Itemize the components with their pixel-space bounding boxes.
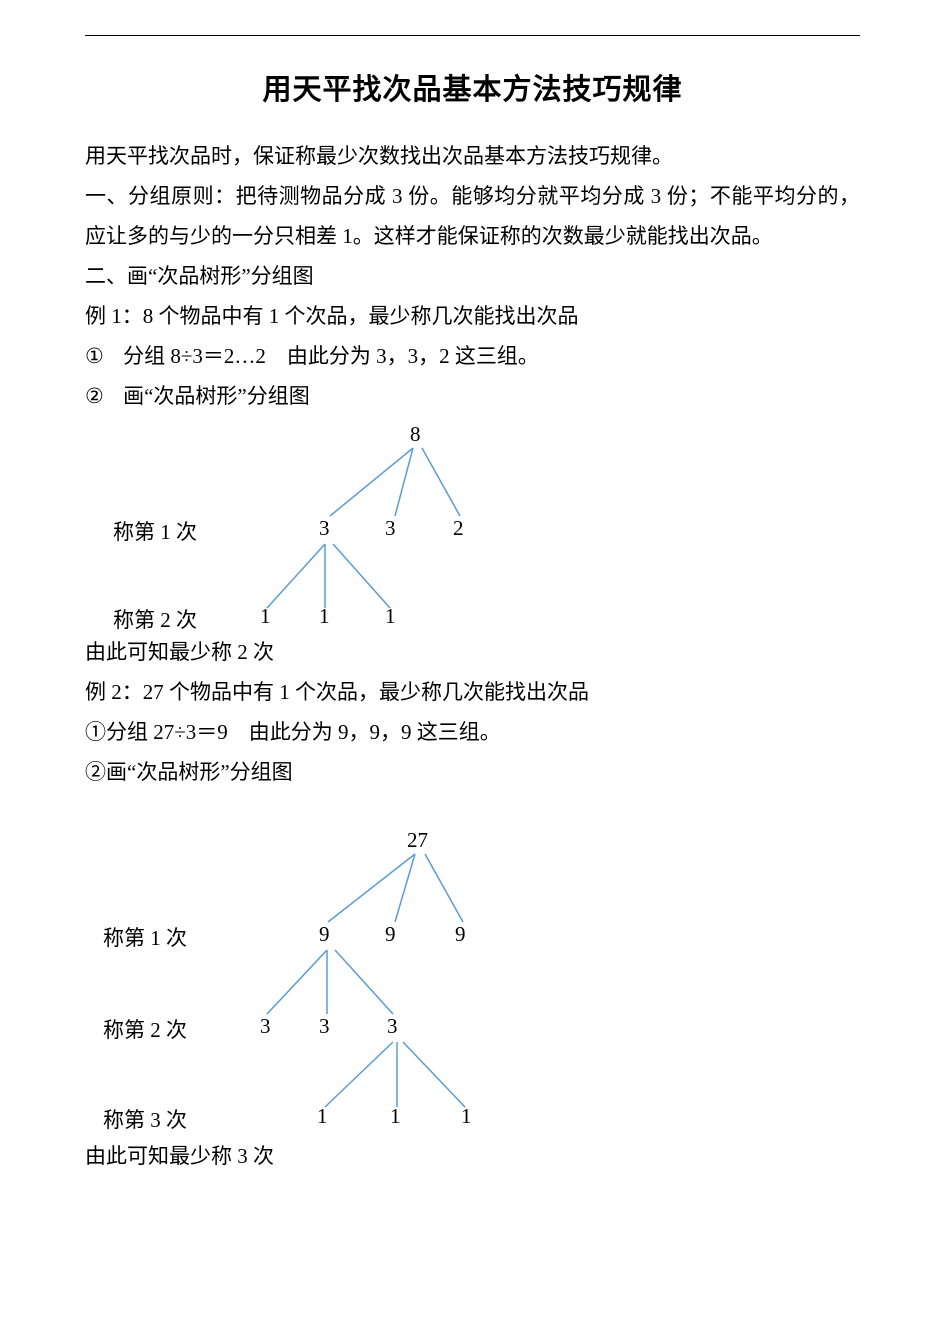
paragraph-step2: ② 画“次品树形”分组图: [85, 376, 860, 416]
tree1-lines: [85, 416, 860, 626]
tree1-l1-1: 3: [385, 516, 396, 541]
tree2-l2-1: 3: [319, 1014, 330, 1039]
tree1-l1-0: 3: [319, 516, 330, 541]
tree2-l2-2: 3: [387, 1014, 398, 1039]
tree1-label1: 称第 1 次: [113, 516, 197, 546]
tree-diagram-2: 27 称第 1 次 9 9 9 称第 2 次 3 3 3 称第 3 次 1 1 …: [85, 822, 860, 1132]
marker-2: ②: [85, 376, 104, 416]
paragraph-ex2-step2: ②画“次品树形”分组图: [85, 752, 860, 792]
tree2-lines: [85, 822, 860, 1132]
tree1-label2: 称第 2 次: [113, 604, 197, 634]
paragraph-conclusion1: 由此可知最少称 2 次: [85, 632, 860, 672]
tree1-l2-1: 1: [319, 604, 330, 629]
tree2-l3-0: 1: [317, 1104, 328, 1129]
paragraph-principle: 一、分组原则：把待测物品分成 3 份。能够均分就平均分成 3 份；不能平均分的，…: [85, 176, 860, 256]
tree2-label3: 称第 3 次: [103, 1104, 187, 1134]
tree2-label1: 称第 1 次: [103, 922, 187, 952]
paragraph-ex2-step1: ①分组 27÷3＝9 由此分为 9，9，9 这三组。: [85, 712, 860, 752]
tree2-l1-0: 9: [319, 922, 330, 947]
paragraph-example1: 例 1：8 个物品中有 1 个次品，最少称几次能找出次品: [85, 296, 860, 336]
marker-1: ①: [85, 336, 104, 376]
paragraph-tree-heading: 二、画“次品树形”分组图: [85, 256, 860, 296]
tree2-l1-2: 9: [455, 922, 466, 947]
tree1-l2-2: 1: [385, 604, 396, 629]
tree2-l1-1: 9: [385, 922, 396, 947]
tree1-root: 8: [410, 422, 421, 447]
paragraph-step1: ① 分组 8÷3＝2…2 由此分为 3，3，2 这三组。: [85, 336, 860, 376]
tree2-root: 27: [407, 828, 428, 853]
tree2-l3-2: 1: [461, 1104, 472, 1129]
text-step1: 分组 8÷3＝2…2 由此分为 3，3，2 这三组。: [123, 344, 539, 368]
tree2-label2: 称第 2 次: [103, 1014, 187, 1044]
paragraph-example2: 例 2：27 个物品中有 1 个次品，最少称几次能找出次品: [85, 672, 860, 712]
tree-diagram-1: 8 称第 1 次 3 3 2 称第 2 次 1 1 1: [85, 416, 860, 626]
page-title: 用天平找次品基本方法技巧规律: [85, 66, 860, 108]
tree2-l2-0: 3: [260, 1014, 271, 1039]
tree2-l3-1: 1: [390, 1104, 401, 1129]
header-rule: [85, 35, 860, 36]
paragraph-intro: 用天平找次品时，保证称最少次数找出次品基本方法技巧规律。: [85, 136, 860, 176]
text-step2: 画“次品树形”分组图: [123, 384, 310, 408]
tree1-l2-0: 1: [260, 604, 271, 629]
document-page: 用天平找次品基本方法技巧规律 用天平找次品时，保证称最少次数找出次品基本方法技巧…: [0, 0, 945, 1216]
paragraph-conclusion2: 由此可知最少称 3 次: [85, 1136, 860, 1176]
tree1-l1-2: 2: [453, 516, 464, 541]
